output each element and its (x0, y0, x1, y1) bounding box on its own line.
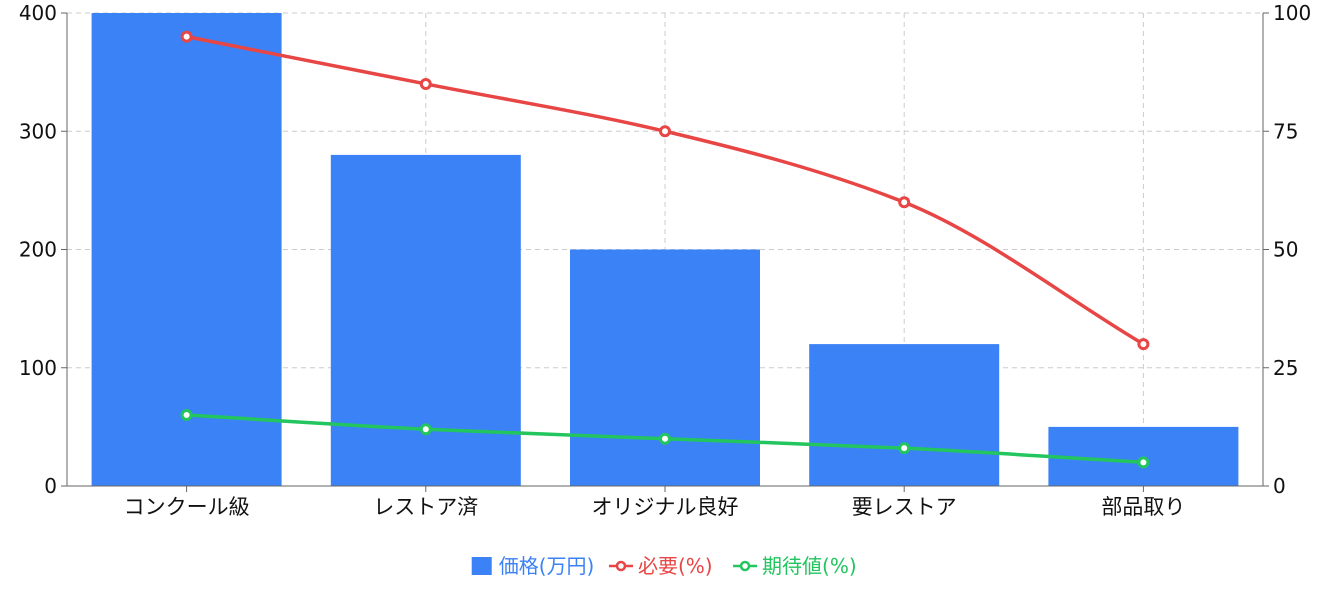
x-tick-label: コンクール級 (124, 495, 250, 519)
line-point (180, 409, 193, 422)
legend-swatch (471, 557, 492, 575)
x-tick-label: レストア済 (373, 495, 478, 519)
line-point (1137, 338, 1150, 351)
axes: 0 100 200 300 400 0 25 50 75 100 コンクール級 レストア済 オリジナル良… (19, 1, 1311, 519)
y-right-tick-label: 50 (1273, 238, 1298, 262)
bar (330, 154, 521, 486)
line-point (898, 442, 911, 455)
legend-label[interactable]: 価格(万円) (499, 554, 595, 578)
y-left-tick-label: 400 (19, 1, 57, 25)
legend-swatch-marker (615, 560, 627, 572)
y-left-tick-label: 100 (19, 356, 57, 380)
x-tick-label: 部品取り (1101, 495, 1185, 519)
line-point (180, 30, 193, 43)
line-point (1137, 456, 1150, 469)
line-series (180, 30, 1150, 469)
line-point (419, 77, 432, 90)
y-right-tick-label: 100 (1273, 1, 1311, 25)
bar (570, 249, 760, 486)
y-right-tick-label: 75 (1273, 119, 1298, 143)
legend: 価格(万円) 必要(%) 期待値(%) (471, 554, 857, 578)
x-tick-label: オリジナル良好 (592, 495, 739, 519)
y-right-tick-label: 0 (1273, 474, 1286, 498)
x-tick-label: 要レストア (852, 495, 957, 519)
y-left-tick-label: 300 (19, 119, 57, 143)
y-left-tick-label: 200 (19, 238, 57, 262)
line-point (419, 423, 432, 436)
legend-label[interactable]: 期待値(%) (762, 554, 857, 578)
y-left-tick-label: 0 (44, 474, 57, 498)
bar (91, 13, 282, 486)
line-point (898, 196, 911, 209)
line-point (659, 432, 671, 445)
legend-swatch-marker (739, 560, 751, 572)
line-point (659, 125, 671, 138)
bar (809, 344, 1000, 486)
legend-label[interactable]: 必要(%) (638, 554, 713, 578)
y-right-tick-label: 25 (1273, 356, 1298, 380)
